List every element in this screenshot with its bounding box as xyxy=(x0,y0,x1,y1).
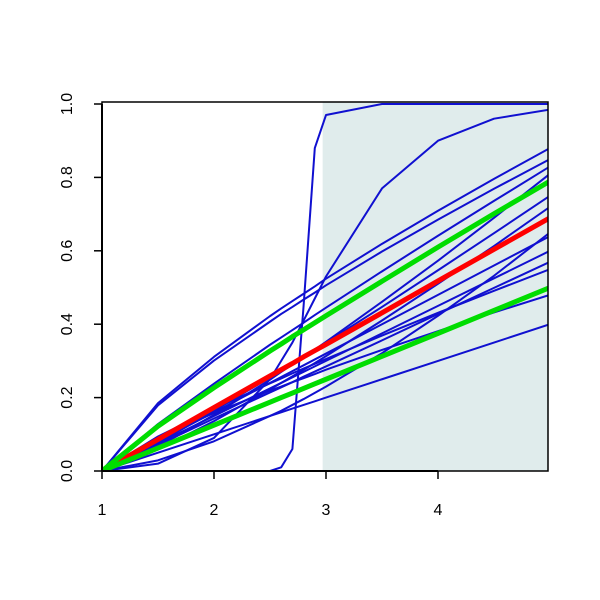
x-tick-label: 4 xyxy=(434,502,443,519)
line-series xyxy=(102,285,548,471)
line-series xyxy=(102,158,548,471)
axes: 1 2 3 4 0.0 0.2 0.4 0.6 0.8 1.0 xyxy=(59,93,549,519)
y-tick-label: 0.2 xyxy=(59,386,76,408)
line-series xyxy=(102,323,548,471)
line-series xyxy=(102,108,548,471)
line-series xyxy=(102,216,548,471)
line-series xyxy=(102,232,548,471)
y-tick-label: 1.0 xyxy=(59,93,76,115)
y-tick-label: 0.4 xyxy=(59,313,76,335)
line-series xyxy=(102,103,548,471)
x-tick-label: 2 xyxy=(210,502,219,519)
plot-area xyxy=(102,102,548,471)
x-tick-label: 1 xyxy=(98,502,107,519)
line-series xyxy=(102,147,548,471)
y-tick-label: 0.0 xyxy=(59,460,76,482)
line-series xyxy=(102,206,548,471)
y-tick-label: 0.6 xyxy=(59,240,76,262)
line-series xyxy=(102,166,548,471)
line-series xyxy=(102,261,548,471)
line-series xyxy=(102,179,548,471)
y-tick-label: 0.8 xyxy=(59,166,76,188)
line-series xyxy=(102,250,548,471)
x-tick-label: 3 xyxy=(322,502,331,519)
